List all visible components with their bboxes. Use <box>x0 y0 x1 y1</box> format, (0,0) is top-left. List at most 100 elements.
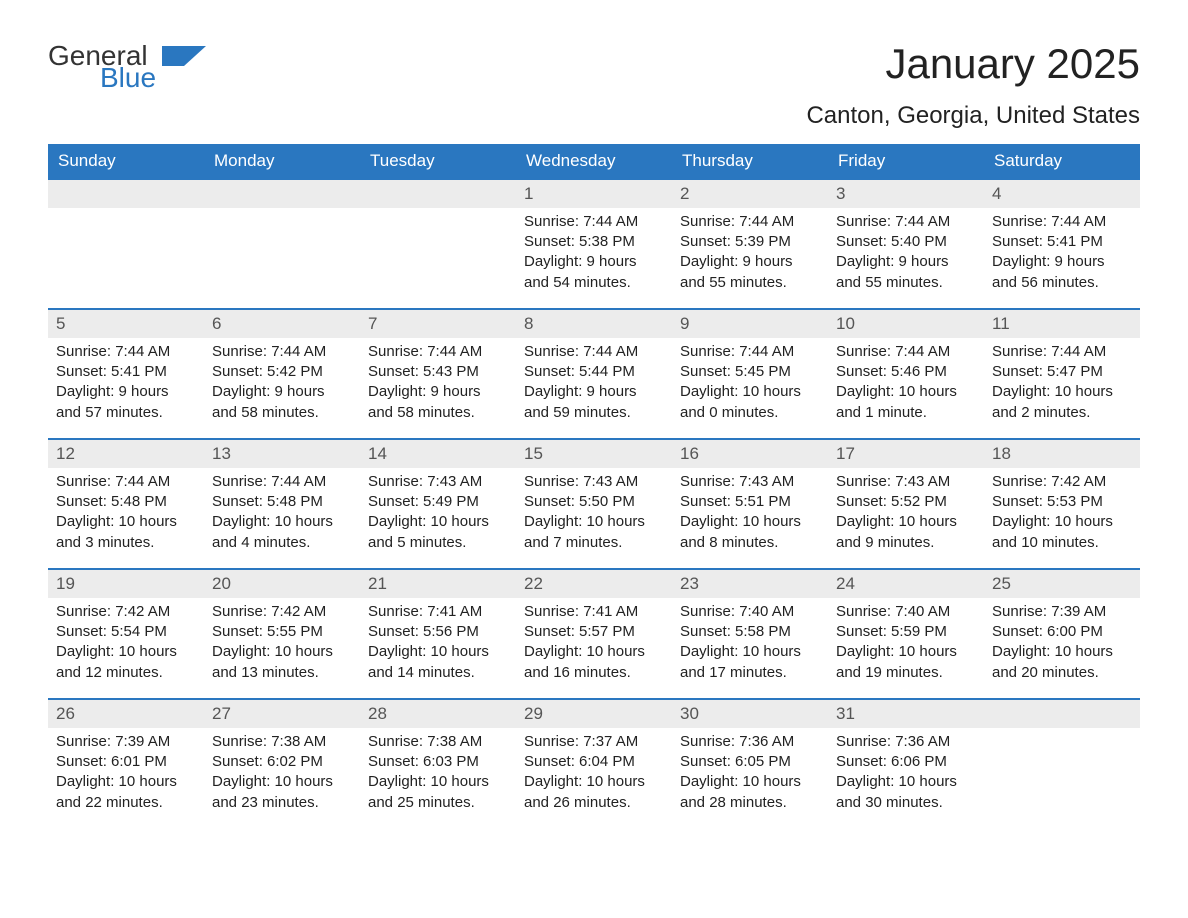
day-sunset: Sunset: 6:00 PM <box>992 622 1132 642</box>
day-daylight2: and 23 minutes. <box>212 793 352 813</box>
day-sunrise: Sunrise: 7:38 AM <box>212 732 352 752</box>
day-sunset: Sunset: 5:48 PM <box>212 492 352 512</box>
day-body: Sunrise: 7:43 AMSunset: 5:52 PMDaylight:… <box>828 468 984 561</box>
day-daylight2: and 4 minutes. <box>212 533 352 553</box>
day-sunset: Sunset: 5:48 PM <box>56 492 196 512</box>
day-cell: 25Sunrise: 7:39 AMSunset: 6:00 PMDayligh… <box>984 570 1140 698</box>
day-daylight2: and 25 minutes. <box>368 793 508 813</box>
day-sunset: Sunset: 5:53 PM <box>992 492 1132 512</box>
day-body: Sunrise: 7:37 AMSunset: 6:04 PMDaylight:… <box>516 728 672 821</box>
day-sunset: Sunset: 5:49 PM <box>368 492 508 512</box>
day-daylight2: and 3 minutes. <box>56 533 196 553</box>
weekday-header: Monday <box>204 144 360 178</box>
day-body: Sunrise: 7:42 AMSunset: 5:55 PMDaylight:… <box>204 598 360 691</box>
day-daylight1: Daylight: 10 hours <box>992 382 1132 402</box>
day-number <box>204 180 360 208</box>
day-sunrise: Sunrise: 7:44 AM <box>992 342 1132 362</box>
day-daylight2: and 30 minutes. <box>836 793 976 813</box>
week-row: 5Sunrise: 7:44 AMSunset: 5:41 PMDaylight… <box>48 308 1140 438</box>
day-number: 26 <box>48 700 204 728</box>
day-sunset: Sunset: 5:42 PM <box>212 362 352 382</box>
day-cell: 1Sunrise: 7:44 AMSunset: 5:38 PMDaylight… <box>516 180 672 308</box>
day-body: Sunrise: 7:44 AMSunset: 5:48 PMDaylight:… <box>48 468 204 561</box>
day-sunrise: Sunrise: 7:36 AM <box>680 732 820 752</box>
day-sunrise: Sunrise: 7:39 AM <box>992 602 1132 622</box>
day-daylight1: Daylight: 10 hours <box>368 772 508 792</box>
day-daylight1: Daylight: 9 hours <box>56 382 196 402</box>
day-daylight1: Daylight: 10 hours <box>992 512 1132 532</box>
day-cell: 27Sunrise: 7:38 AMSunset: 6:02 PMDayligh… <box>204 700 360 828</box>
day-daylight2: and 19 minutes. <box>836 663 976 683</box>
title-block: January 2025 Canton, Georgia, United Sta… <box>806 40 1140 130</box>
day-sunset: Sunset: 5:40 PM <box>836 232 976 252</box>
day-daylight1: Daylight: 10 hours <box>680 772 820 792</box>
day-sunrise: Sunrise: 7:44 AM <box>836 212 976 232</box>
day-sunrise: Sunrise: 7:44 AM <box>212 472 352 492</box>
day-number: 3 <box>828 180 984 208</box>
day-daylight2: and 7 minutes. <box>524 533 664 553</box>
weeks-container: 1Sunrise: 7:44 AMSunset: 5:38 PMDaylight… <box>48 178 1140 828</box>
day-daylight1: Daylight: 10 hours <box>992 642 1132 662</box>
day-body: Sunrise: 7:43 AMSunset: 5:50 PMDaylight:… <box>516 468 672 561</box>
day-sunset: Sunset: 5:47 PM <box>992 362 1132 382</box>
day-daylight1: Daylight: 9 hours <box>524 252 664 272</box>
day-daylight1: Daylight: 10 hours <box>680 642 820 662</box>
day-body: Sunrise: 7:43 AMSunset: 5:49 PMDaylight:… <box>360 468 516 561</box>
day-number: 21 <box>360 570 516 598</box>
day-daylight2: and 13 minutes. <box>212 663 352 683</box>
day-sunset: Sunset: 5:52 PM <box>836 492 976 512</box>
day-cell: 11Sunrise: 7:44 AMSunset: 5:47 PMDayligh… <box>984 310 1140 438</box>
day-number: 25 <box>984 570 1140 598</box>
brand-flag-icon <box>162 46 206 70</box>
day-number: 9 <box>672 310 828 338</box>
day-body: Sunrise: 7:42 AMSunset: 5:54 PMDaylight:… <box>48 598 204 691</box>
weekday-header: Saturday <box>984 144 1140 178</box>
day-cell: 8Sunrise: 7:44 AMSunset: 5:44 PMDaylight… <box>516 310 672 438</box>
location: Canton, Georgia, United States <box>806 102 1140 130</box>
day-number: 19 <box>48 570 204 598</box>
day-daylight1: Daylight: 10 hours <box>56 512 196 532</box>
day-body: Sunrise: 7:44 AMSunset: 5:40 PMDaylight:… <box>828 208 984 301</box>
day-body: Sunrise: 7:42 AMSunset: 5:53 PMDaylight:… <box>984 468 1140 561</box>
day-body: Sunrise: 7:44 AMSunset: 5:45 PMDaylight:… <box>672 338 828 431</box>
day-daylight2: and 22 minutes. <box>56 793 196 813</box>
day-cell: 19Sunrise: 7:42 AMSunset: 5:54 PMDayligh… <box>48 570 204 698</box>
day-daylight1: Daylight: 10 hours <box>836 382 976 402</box>
day-daylight1: Daylight: 10 hours <box>680 512 820 532</box>
day-sunset: Sunset: 5:56 PM <box>368 622 508 642</box>
day-cell: 4Sunrise: 7:44 AMSunset: 5:41 PMDaylight… <box>984 180 1140 308</box>
day-daylight1: Daylight: 10 hours <box>56 642 196 662</box>
day-body: Sunrise: 7:36 AMSunset: 6:06 PMDaylight:… <box>828 728 984 821</box>
day-number: 5 <box>48 310 204 338</box>
day-body: Sunrise: 7:39 AMSunset: 6:00 PMDaylight:… <box>984 598 1140 691</box>
day-daylight2: and 59 minutes. <box>524 403 664 423</box>
day-cell: 5Sunrise: 7:44 AMSunset: 5:41 PMDaylight… <box>48 310 204 438</box>
day-cell: 17Sunrise: 7:43 AMSunset: 5:52 PMDayligh… <box>828 440 984 568</box>
day-body: Sunrise: 7:44 AMSunset: 5:41 PMDaylight:… <box>984 208 1140 301</box>
day-sunrise: Sunrise: 7:44 AM <box>680 342 820 362</box>
day-daylight1: Daylight: 10 hours <box>368 642 508 662</box>
day-cell: 31Sunrise: 7:36 AMSunset: 6:06 PMDayligh… <box>828 700 984 828</box>
day-sunset: Sunset: 5:39 PM <box>680 232 820 252</box>
day-sunrise: Sunrise: 7:43 AM <box>368 472 508 492</box>
day-daylight2: and 5 minutes. <box>368 533 508 553</box>
day-sunrise: Sunrise: 7:42 AM <box>56 602 196 622</box>
day-cell <box>204 180 360 308</box>
day-daylight2: and 17 minutes. <box>680 663 820 683</box>
day-number: 10 <box>828 310 984 338</box>
day-cell: 26Sunrise: 7:39 AMSunset: 6:01 PMDayligh… <box>48 700 204 828</box>
day-daylight2: and 58 minutes. <box>212 403 352 423</box>
week-row: 26Sunrise: 7:39 AMSunset: 6:01 PMDayligh… <box>48 698 1140 828</box>
day-number: 7 <box>360 310 516 338</box>
day-daylight2: and 0 minutes. <box>680 403 820 423</box>
day-cell: 2Sunrise: 7:44 AMSunset: 5:39 PMDaylight… <box>672 180 828 308</box>
day-sunrise: Sunrise: 7:44 AM <box>368 342 508 362</box>
day-body: Sunrise: 7:43 AMSunset: 5:51 PMDaylight:… <box>672 468 828 561</box>
day-sunset: Sunset: 6:02 PM <box>212 752 352 772</box>
header: General Blue January 2025 Canton, Georgi… <box>48 40 1140 130</box>
day-sunrise: Sunrise: 7:43 AM <box>680 472 820 492</box>
day-sunset: Sunset: 6:06 PM <box>836 752 976 772</box>
day-sunset: Sunset: 5:38 PM <box>524 232 664 252</box>
day-daylight2: and 20 minutes. <box>992 663 1132 683</box>
day-number: 14 <box>360 440 516 468</box>
